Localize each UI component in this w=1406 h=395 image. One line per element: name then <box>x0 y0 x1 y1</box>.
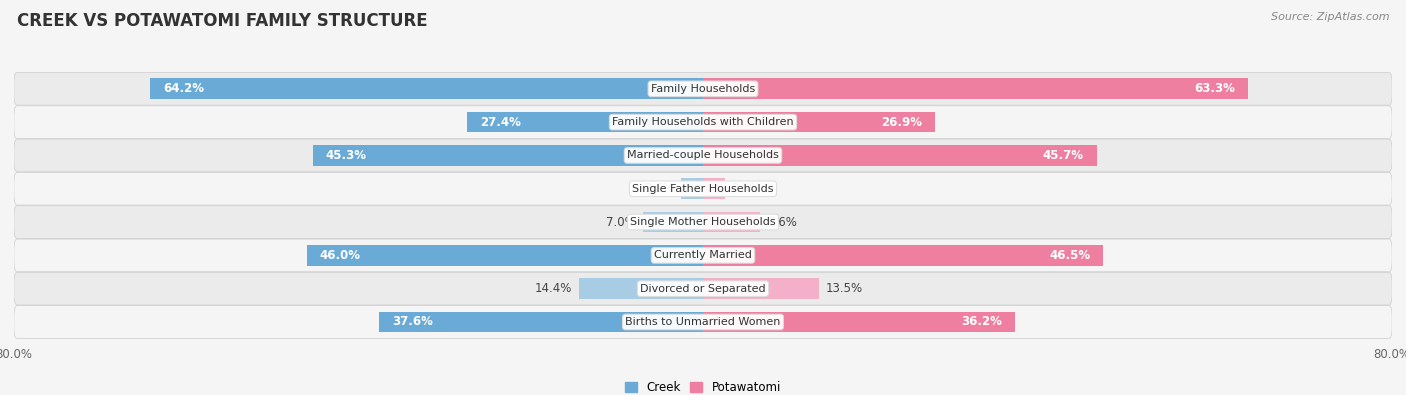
Bar <box>703 145 1097 166</box>
Text: 6.6%: 6.6% <box>766 216 797 229</box>
FancyBboxPatch shape <box>14 106 1392 138</box>
Text: Single Mother Households: Single Mother Households <box>630 217 776 227</box>
Text: Divorced or Separated: Divorced or Separated <box>640 284 766 294</box>
Text: CREEK VS POTAWATOMI FAMILY STRUCTURE: CREEK VS POTAWATOMI FAMILY STRUCTURE <box>17 12 427 30</box>
Text: 45.3%: 45.3% <box>326 149 367 162</box>
Bar <box>703 79 1249 99</box>
Text: Currently Married: Currently Married <box>654 250 752 260</box>
Text: 45.7%: 45.7% <box>1043 149 1084 162</box>
Bar <box>703 278 820 299</box>
Text: 2.5%: 2.5% <box>731 182 761 195</box>
FancyBboxPatch shape <box>14 273 1392 305</box>
Text: 36.2%: 36.2% <box>960 316 1002 329</box>
Text: Births to Unmarried Women: Births to Unmarried Women <box>626 317 780 327</box>
Legend: Creek, Potawatomi: Creek, Potawatomi <box>620 376 786 395</box>
Bar <box>703 312 1015 332</box>
Text: 27.4%: 27.4% <box>479 116 520 129</box>
FancyBboxPatch shape <box>14 139 1392 172</box>
FancyBboxPatch shape <box>14 173 1392 205</box>
FancyBboxPatch shape <box>14 206 1392 238</box>
FancyBboxPatch shape <box>14 306 1392 339</box>
Text: Single Father Households: Single Father Households <box>633 184 773 194</box>
Text: Family Households: Family Households <box>651 84 755 94</box>
Text: 37.6%: 37.6% <box>392 316 433 329</box>
Text: Married-couple Households: Married-couple Households <box>627 150 779 160</box>
Bar <box>681 179 703 199</box>
Text: 13.5%: 13.5% <box>827 282 863 295</box>
Text: 46.0%: 46.0% <box>319 249 361 262</box>
Text: Family Households with Children: Family Households with Children <box>612 117 794 127</box>
Text: 46.5%: 46.5% <box>1049 249 1091 262</box>
Bar <box>150 79 703 99</box>
FancyBboxPatch shape <box>14 239 1392 272</box>
Bar <box>380 312 703 332</box>
FancyBboxPatch shape <box>14 72 1392 105</box>
Text: 63.3%: 63.3% <box>1194 82 1236 95</box>
Text: 7.0%: 7.0% <box>606 216 636 229</box>
Bar <box>643 212 703 232</box>
Bar <box>703 245 1104 266</box>
Bar <box>467 112 703 132</box>
Text: 64.2%: 64.2% <box>163 82 204 95</box>
Text: 2.6%: 2.6% <box>644 182 673 195</box>
Bar <box>703 112 935 132</box>
Bar <box>314 145 703 166</box>
Bar <box>703 212 759 232</box>
Text: 26.9%: 26.9% <box>880 116 922 129</box>
Text: Source: ZipAtlas.com: Source: ZipAtlas.com <box>1271 12 1389 22</box>
Bar <box>703 179 724 199</box>
Bar <box>307 245 703 266</box>
Bar <box>579 278 703 299</box>
Text: 14.4%: 14.4% <box>534 282 572 295</box>
